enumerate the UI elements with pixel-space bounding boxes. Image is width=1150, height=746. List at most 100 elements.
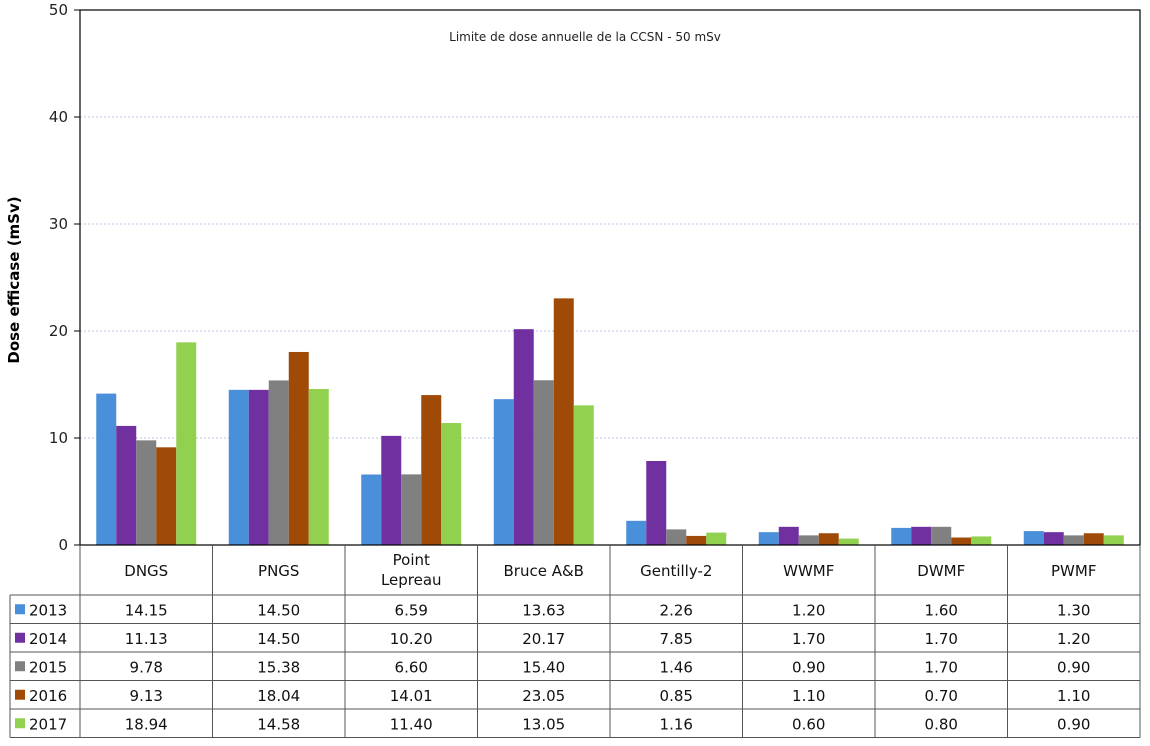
bar-2017-1 xyxy=(176,342,197,545)
bar-2014-8 xyxy=(1043,532,1064,545)
data-label: 1.70 xyxy=(925,630,958,648)
bar-2014-5 xyxy=(646,461,667,545)
data-label: 6.60 xyxy=(395,658,428,676)
data-label: 15.40 xyxy=(522,658,565,676)
legend-label: 2017 xyxy=(29,715,67,733)
data-label: 0.80 xyxy=(925,715,958,733)
y-tick-label: 30 xyxy=(49,215,68,233)
data-label: 14.15 xyxy=(125,601,168,619)
bar-2016-1 xyxy=(156,447,177,545)
y-tick-label: 20 xyxy=(49,322,68,340)
bar-2013-6 xyxy=(758,532,779,545)
y-tick-label: 0 xyxy=(58,536,68,554)
bar-2017-8 xyxy=(1103,535,1124,545)
category-label: DWMF xyxy=(917,562,965,580)
legend-swatch-2013 xyxy=(15,604,25,615)
bar-2015-7 xyxy=(931,526,952,545)
bar-2013-7 xyxy=(891,527,912,545)
data-label: 18.94 xyxy=(125,715,168,733)
data-label: 0.90 xyxy=(792,658,825,676)
bar-2013-2 xyxy=(228,389,249,545)
data-label: 2.26 xyxy=(660,601,693,619)
category-label: DNGS xyxy=(124,562,168,580)
data-label: 11.40 xyxy=(390,715,433,733)
data-label: 0.90 xyxy=(1057,658,1090,676)
category-label: PNGS xyxy=(258,562,299,580)
data-label: 18.04 xyxy=(257,687,300,705)
bar-2013-8 xyxy=(1023,531,1044,545)
data-label: 1.70 xyxy=(792,630,825,648)
data-label: 0.90 xyxy=(1057,715,1090,733)
legend-swatch-2016 xyxy=(15,689,25,700)
data-label: 20.17 xyxy=(522,630,565,648)
bar-2016-5 xyxy=(686,535,707,545)
bars xyxy=(96,298,1124,545)
data-label: 1.16 xyxy=(660,715,693,733)
bar-2014-2 xyxy=(248,389,269,545)
bar-2016-2 xyxy=(288,351,309,545)
y-axis-label: Dose efficase (mSv) xyxy=(5,196,23,363)
data-label: 1.60 xyxy=(925,601,958,619)
bar-2017-6 xyxy=(838,538,859,545)
legend-swatch-2017 xyxy=(15,718,25,729)
bar-2015-1 xyxy=(136,440,157,545)
bar-2015-8 xyxy=(1063,535,1084,545)
y-axis-ticks: 0 10 20 30 40 50 xyxy=(49,1,80,554)
bar-2016-8 xyxy=(1083,533,1104,545)
bar-2014-3 xyxy=(381,435,402,545)
bar-2016-6 xyxy=(818,533,839,545)
category-label: Point xyxy=(393,551,430,569)
chart-annotation: Limite de dose annuelle de la CCSN - 50 … xyxy=(449,30,721,44)
legend-label: 2016 xyxy=(29,687,67,705)
data-label: 14.50 xyxy=(257,601,300,619)
data-label: 0.85 xyxy=(660,687,693,705)
category-label: WWMF xyxy=(783,562,834,580)
data-label: 7.85 xyxy=(660,630,693,648)
bar-2017-4 xyxy=(573,405,594,545)
bar-2016-3 xyxy=(421,395,442,545)
bar-2016-7 xyxy=(951,537,972,545)
bar-2015-4 xyxy=(533,380,554,545)
data-label: 1.20 xyxy=(1057,630,1090,648)
y-tick-label: 40 xyxy=(49,108,68,126)
bar-2014-1 xyxy=(116,425,137,545)
data-label: 14.50 xyxy=(257,630,300,648)
category-label: Bruce A&B xyxy=(504,562,584,580)
y-tick-label: 10 xyxy=(49,429,68,447)
bar-2015-2 xyxy=(268,380,289,545)
bar-2015-5 xyxy=(666,529,687,545)
bar-2014-4 xyxy=(513,329,534,545)
data-label: 1.30 xyxy=(1057,601,1090,619)
bar-2017-5 xyxy=(706,532,727,545)
data-label: 1.20 xyxy=(792,601,825,619)
data-label: 15.38 xyxy=(257,658,300,676)
data-label: 1.46 xyxy=(660,658,693,676)
data-label: 14.01 xyxy=(390,687,433,705)
bar-2017-3 xyxy=(441,423,462,545)
bar-2014-6 xyxy=(778,526,799,545)
y-tick-label: 50 xyxy=(49,1,68,19)
data-label: 1.70 xyxy=(925,658,958,676)
bar-2013-3 xyxy=(361,474,382,545)
legend-label: 2014 xyxy=(29,630,67,648)
data-table: DNGS PNGS Point Lepreau Bruce A&B Gentilly-2 W… xyxy=(9,545,1141,738)
bar-2014-7 xyxy=(911,526,932,545)
bar-2013-5 xyxy=(626,520,647,545)
data-label: 14.58 xyxy=(257,715,300,733)
category-label: Lepreau xyxy=(381,571,442,589)
bar-2017-7 xyxy=(971,536,992,545)
bar-2013-1 xyxy=(96,393,117,545)
legend-swatch-2015 xyxy=(15,661,25,672)
data-label: 11.13 xyxy=(125,630,168,648)
data-label: 9.78 xyxy=(130,658,163,676)
category-label: Gentilly-2 xyxy=(640,562,712,580)
data-label: 0.60 xyxy=(792,715,825,733)
data-label: 10.20 xyxy=(390,630,433,648)
bar-2016-4 xyxy=(553,298,574,545)
bar-2015-6 xyxy=(798,535,819,545)
data-label: 23.05 xyxy=(522,687,565,705)
data-label: 13.05 xyxy=(522,715,565,733)
data-label: 0.70 xyxy=(925,687,958,705)
data-label: 1.10 xyxy=(792,687,825,705)
